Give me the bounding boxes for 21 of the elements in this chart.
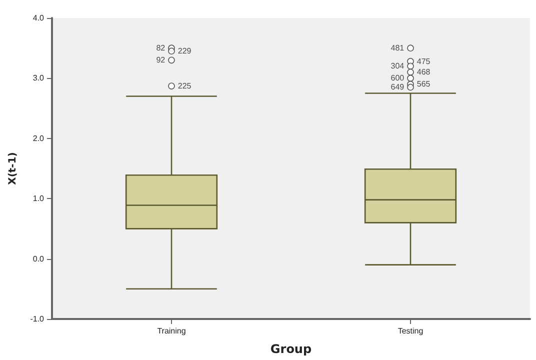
annotation: 229 (178, 46, 192, 56)
y-tick-label: 1.0 (32, 194, 45, 204)
x-tick-label: Testing (398, 326, 424, 336)
annotation: 92 (156, 56, 166, 65)
y-tick-label: 0.0 (32, 254, 45, 264)
annotation: 468 (416, 68, 431, 77)
y-tick-label: 4.0 (32, 14, 45, 22)
x-tick-label: Training (157, 326, 186, 336)
y-tick-label: 3.0 (32, 74, 45, 83)
annotation: 600 (390, 74, 405, 83)
annotation: 475 (416, 56, 431, 66)
y-axis-title: X(t-1) (8, 152, 18, 185)
annotation: 565 (416, 80, 431, 89)
y-tick-label: 2.0 (32, 134, 45, 143)
annotation: 304 (390, 62, 405, 71)
annotation: 82 (156, 44, 166, 53)
annotation: 649 (390, 82, 405, 92)
x-axis-title: Group (270, 342, 312, 356)
annotation: 225 (178, 82, 192, 91)
annotation: 481 (390, 44, 405, 53)
y-tick-label: -1.0 (30, 314, 45, 324)
